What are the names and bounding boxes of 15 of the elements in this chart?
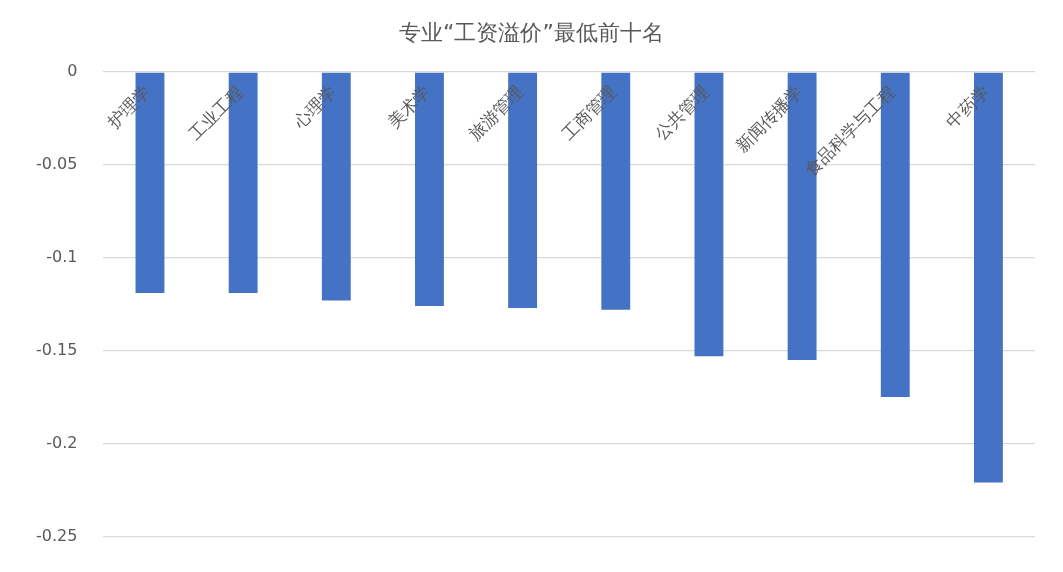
x-tick-label: 工商管理	[557, 81, 620, 145]
x-tick-label: 公共管理	[650, 81, 713, 145]
y-tick-label: -0.1	[46, 246, 78, 266]
y-tick-label: 0	[67, 61, 78, 81]
y-tick-label: -0.25	[35, 525, 78, 545]
chart-title: 专业“工资溢价”最低前十名	[398, 19, 665, 47]
y-tick-label: -0.2	[46, 432, 78, 452]
x-tick-label: 旅游管理	[464, 81, 527, 145]
x-tick-label: 中药学	[942, 81, 993, 133]
y-tick-label: -0.15	[35, 339, 78, 359]
x-tick-label: 护理学	[103, 81, 154, 133]
x-tick-label: 心理学	[289, 81, 341, 133]
x-tick-label: 工业工程	[184, 81, 248, 145]
x-tick-label: 美术学	[383, 81, 434, 133]
y-tick-label: -0.05	[35, 154, 78, 174]
